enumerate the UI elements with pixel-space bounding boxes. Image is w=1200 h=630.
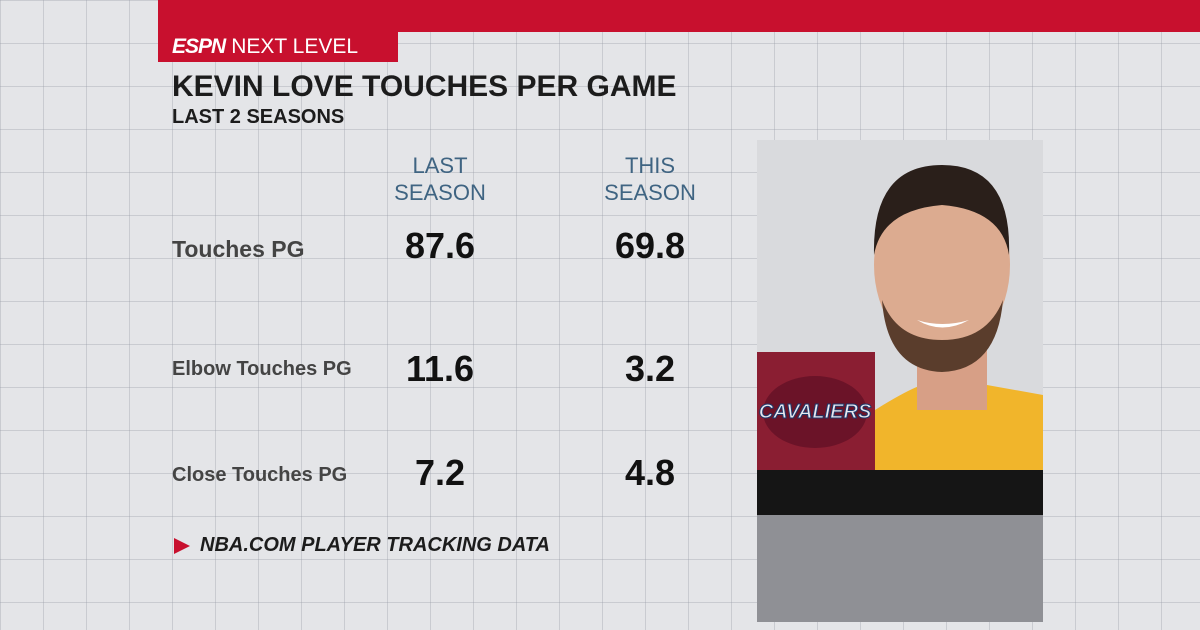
column-header: THIS SEASON bbox=[604, 153, 696, 205]
cell: 4.8 bbox=[624, 452, 676, 493]
source: NBA.COM PLAYER TRACKING DATA bbox=[172, 534, 550, 557]
row-label: Elbow Touches PG bbox=[172, 358, 352, 380]
column-header: LAST SEASON bbox=[394, 153, 486, 205]
brand-sub: NEXT LEVEL bbox=[231, 35, 359, 58]
subtitle: LAST 2 SEASONS bbox=[172, 106, 345, 128]
title: KEVIN LOVE TOUCHES PER GAME bbox=[172, 70, 677, 103]
cell: 3.2 bbox=[624, 348, 676, 389]
cell: 87.6 bbox=[404, 225, 476, 266]
brand: ESPN NEXT LEVEL bbox=[158, 32, 398, 62]
brand-logo: ESPN bbox=[172, 35, 226, 58]
row-label: Touches PG bbox=[172, 236, 305, 262]
cell: 69.8 bbox=[614, 225, 686, 266]
team-logo: CAVALIERS bbox=[759, 401, 872, 423]
arrow-icon bbox=[174, 537, 190, 554]
source-text: NBA.COM PLAYER TRACKING DATA bbox=[200, 534, 550, 556]
top-bar bbox=[158, 0, 1200, 32]
cell: 11.6 bbox=[405, 348, 475, 389]
cell: 7.2 bbox=[414, 452, 466, 493]
player-photo: CAVALIERS bbox=[757, 140, 1043, 622]
row-label: Close Touches PG bbox=[172, 464, 348, 486]
